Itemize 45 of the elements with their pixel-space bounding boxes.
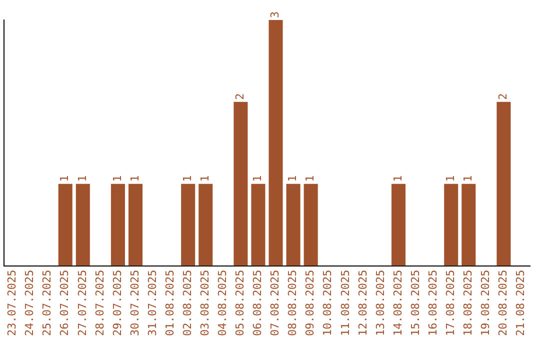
x-tick-label: 09.08.2025 [304,270,317,336]
data-label: 3 [268,11,282,18]
x-tick-label: 10.08.2025 [321,270,334,336]
x-tick-label: 02.08.2025 [180,270,194,336]
x-tick-label: 26.07.2025 [58,270,72,336]
x-tick-label: 04.08.2025 [216,270,230,336]
data-label: 1 [128,175,142,182]
x-tick-label: 20.08.2025 [496,270,510,336]
x-tick-label: 01.08.2025 [163,270,176,336]
x-tick-label: 23.07.2025 [6,270,19,336]
data-label: 1 [444,175,457,182]
x-tick-label: 27.07.2025 [76,270,89,336]
x-tick-label: 28.07.2025 [93,270,106,336]
x-tick-label: 31.07.2025 [146,270,159,336]
data-label: 1 [286,175,300,182]
x-tick-label: 12.08.2025 [356,270,370,336]
x-tick-label: 25.07.2025 [40,270,54,336]
x-tick-label: 21.08.2025 [514,270,528,336]
x-tick-label: 24.07.2025 [23,270,36,336]
data-label: 1 [180,175,194,182]
x-tick-label: 05.08.2025 [234,270,247,336]
x-tick-label: 08.08.2025 [286,270,300,336]
x-tick-label: 03.08.2025 [198,270,212,336]
x-tick-label: 18.08.2025 [461,270,474,336]
x-tick-label: 14.08.2025 [391,270,404,336]
x-tick-label: 17.08.2025 [444,270,457,336]
data-label: 2 [496,93,510,100]
x-tick-label: 15.08.2025 [408,270,422,336]
x-tick-label: 29.07.2025 [110,270,124,336]
data-label: 1 [391,175,404,182]
x-tick-label: 06.08.2025 [251,270,264,336]
data-label: 1 [251,175,264,182]
data-label: 1 [461,175,474,182]
x-tick-label: 16.08.2025 [426,270,440,336]
data-label: 1 [198,175,212,182]
data-label: 1 [58,175,72,182]
x-tick-label: 30.07.2025 [128,270,142,336]
x-tick-label: 19.08.2025 [479,270,492,336]
x-tick-label: 13.08.2025 [374,270,387,336]
x-tick-label: 11.08.2025 [338,270,352,336]
data-label: 1 [110,175,124,182]
data-label: 2 [234,93,247,100]
data-label: 1 [76,175,89,182]
x-tick-label: 07.08.2025 [268,270,282,336]
data-label: 1 [304,175,317,182]
